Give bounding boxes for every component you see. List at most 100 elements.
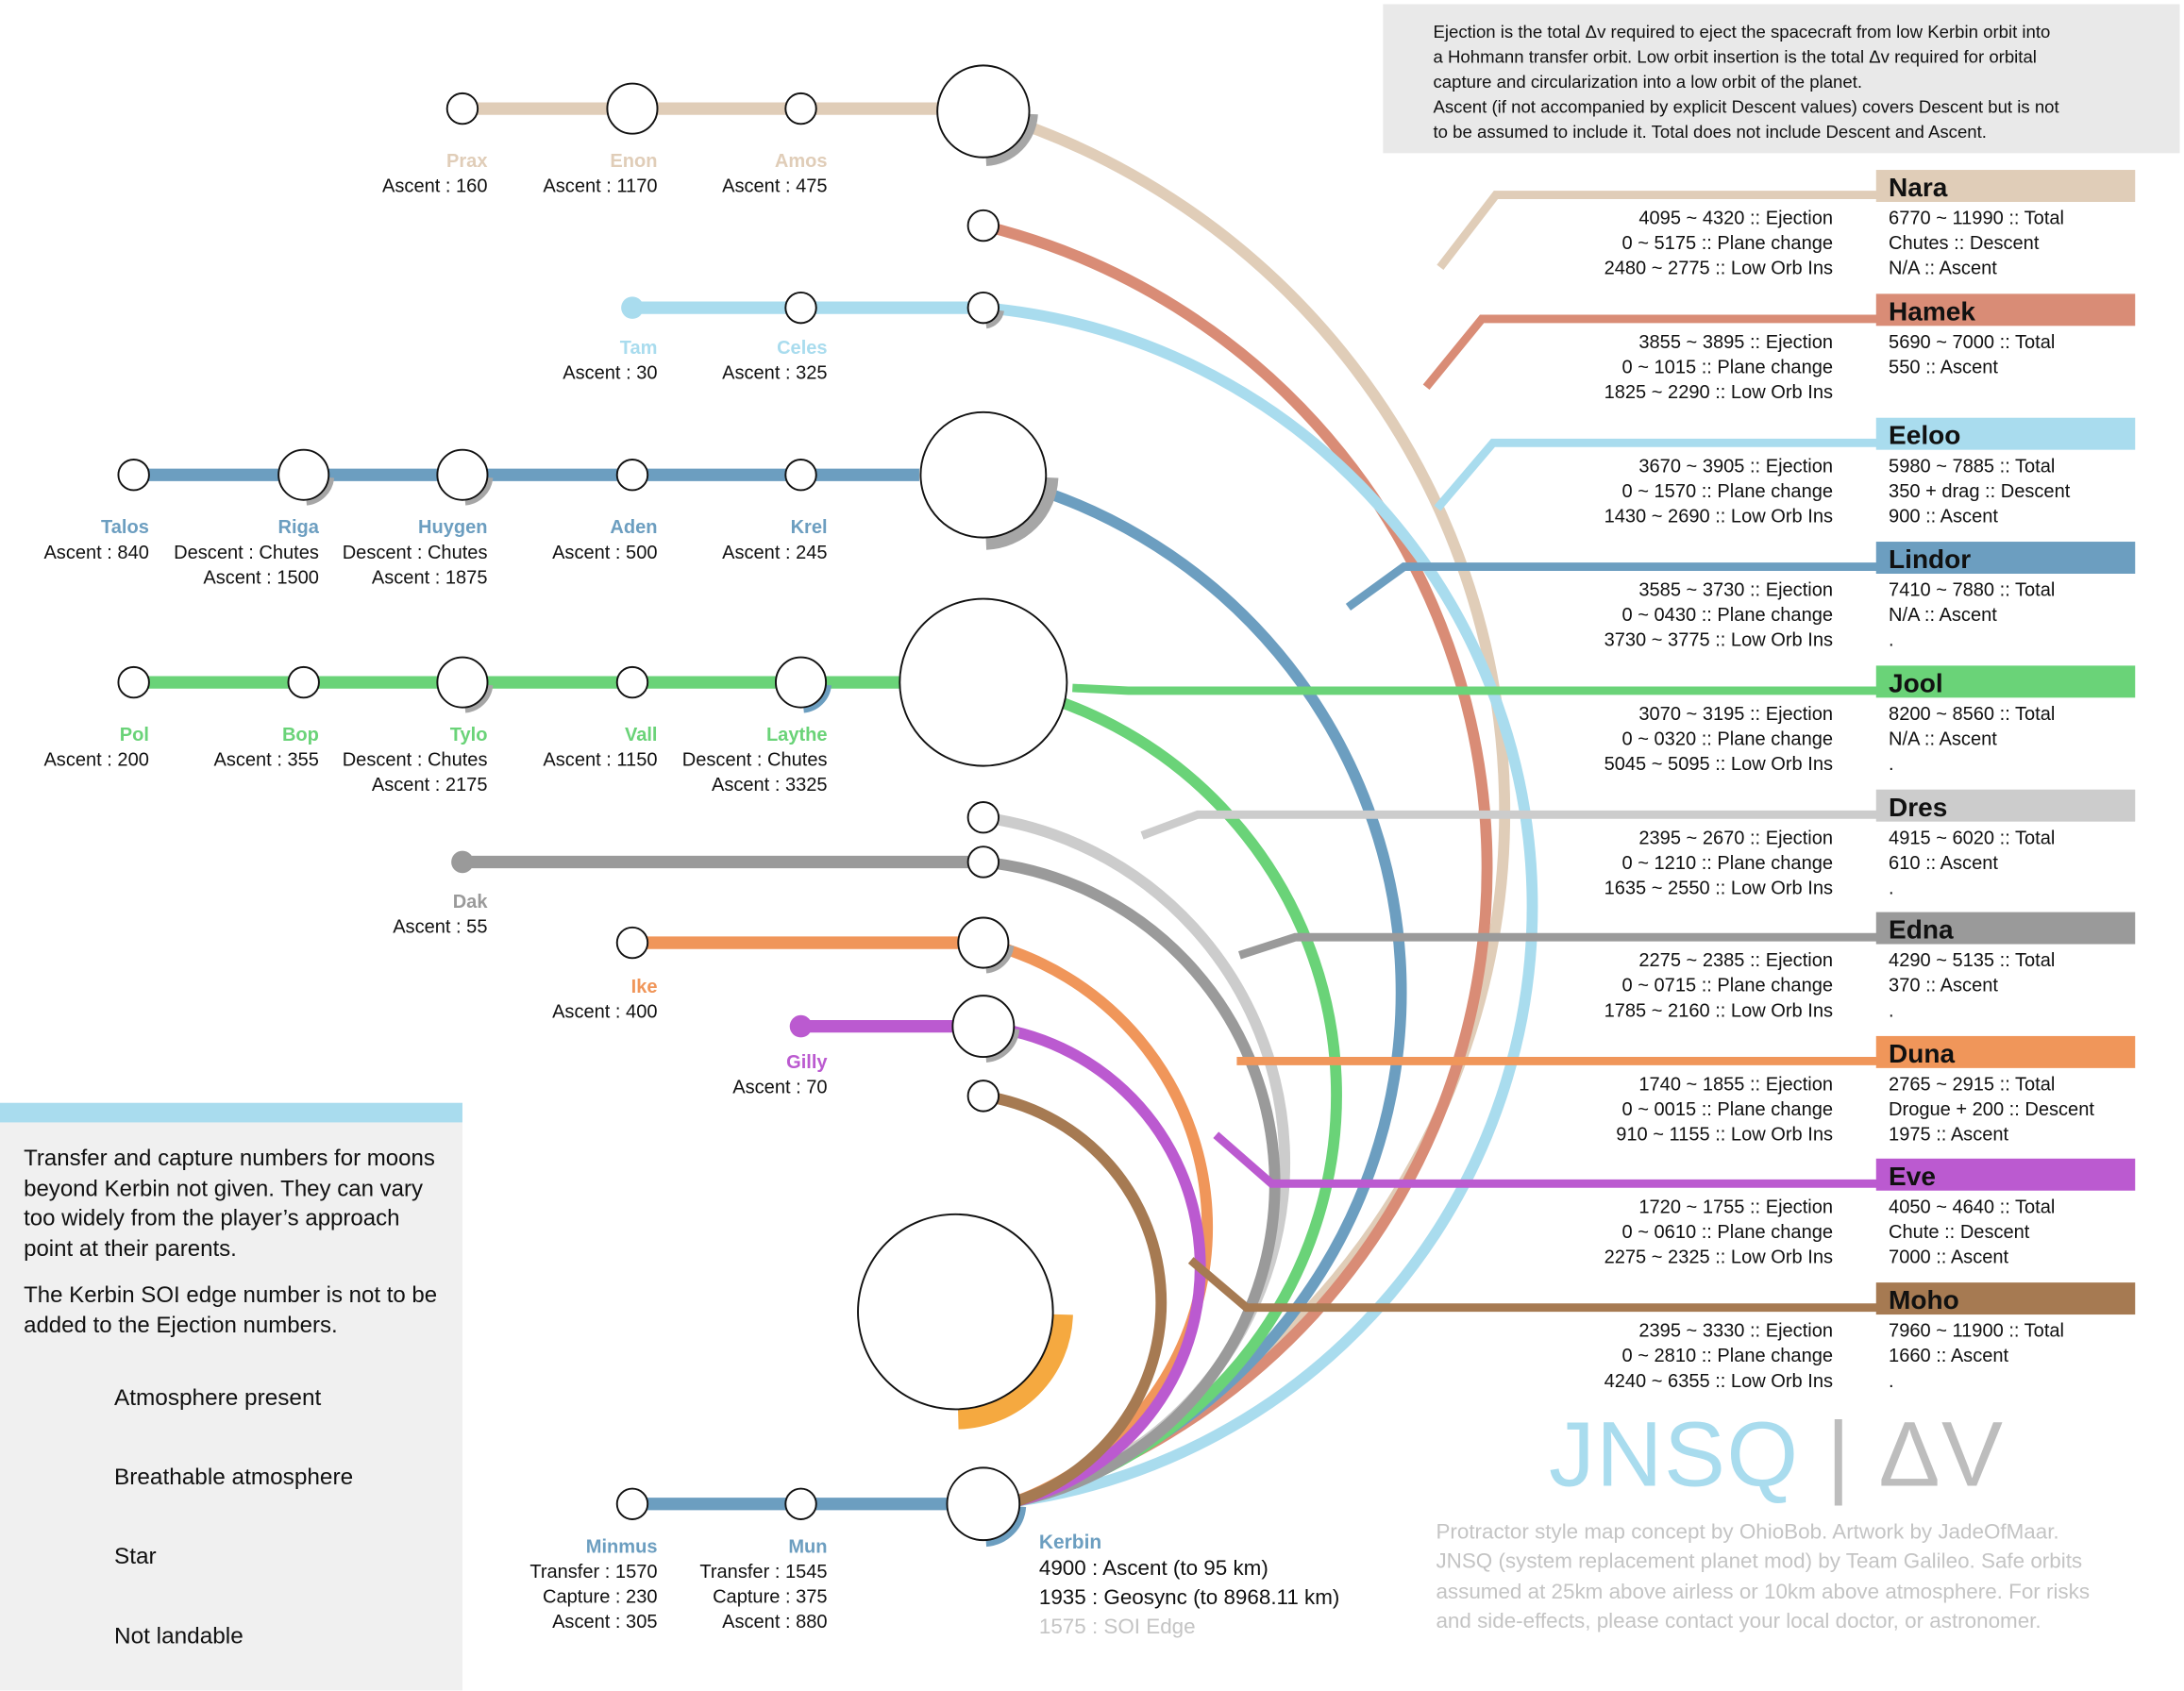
kerbin-soi: 1575 : SOI Edge bbox=[1038, 1615, 1196, 1639]
planet-moho-disc bbox=[966, 1080, 1000, 1113]
moon-vall bbox=[615, 665, 649, 699]
planet-stat-right: 900 :: Ascent bbox=[1889, 506, 1998, 527]
moon-aden-disc bbox=[615, 459, 649, 492]
planet-stat-left: 4240 ~ 6355 :: Low Orb Ins bbox=[1604, 1371, 1833, 1392]
planet-stat-left: 1635 ~ 2550 :: Low Orb Ins bbox=[1604, 878, 1833, 898]
planet-stat-left: 3585 ~ 3730 :: Ejection bbox=[1638, 580, 1833, 601]
planet-stat-left: 1720 ~ 1755 :: Ejection bbox=[1638, 1197, 1833, 1217]
planet-stat-right: N/A :: Ascent bbox=[1889, 728, 1997, 749]
moon-stat-riga: Ascent : 1500 bbox=[203, 567, 319, 588]
moon-name-bop: Bop bbox=[282, 725, 319, 745]
planet-name-moho: Moho bbox=[1889, 1285, 1959, 1314]
planet-stat-right: 2765 ~ 2915 :: Total bbox=[1889, 1074, 2055, 1095]
transfer-arc-eeloo bbox=[983, 302, 1538, 1507]
transfer-arc-edna bbox=[983, 856, 1281, 1507]
moon-mun-disc bbox=[784, 1487, 817, 1520]
planet-stat-left: 2395 ~ 2670 :: Ejection bbox=[1638, 828, 1833, 848]
bodies bbox=[27, 64, 2136, 1660]
moon-stat-tylo: Descent : Chutes bbox=[343, 750, 488, 771]
planet-edna-disc bbox=[966, 846, 1000, 879]
note-box: Ejection is the total Δv required to eje… bbox=[1383, 4, 2180, 154]
moon-amos bbox=[784, 92, 817, 126]
credits-text: Protractor style map concept by OhioBob.… bbox=[1436, 1520, 2091, 1633]
planet-stat-left: 0 ~ 0430 :: Plane change bbox=[1622, 605, 1833, 626]
planet-connector-moho bbox=[1187, 1257, 1881, 1313]
planet-name-hamek: Hamek bbox=[1889, 296, 1975, 326]
legend-label-star: Star bbox=[114, 1544, 157, 1570]
planet-edna bbox=[966, 846, 1000, 879]
planet-stat-right: Drogue + 200 :: Descent bbox=[1889, 1099, 2094, 1120]
moon-stat-bop: Ascent : 355 bbox=[213, 750, 318, 771]
moon-name-huygen: Huygen bbox=[418, 517, 488, 538]
planet-stat-left: 3070 ~ 3195 :: Ejection bbox=[1638, 704, 1833, 725]
planet-connector-eve bbox=[1213, 1131, 1881, 1188]
legend-band bbox=[0, 1102, 462, 1123]
moon-name-amos: Amos bbox=[775, 151, 828, 172]
planet-stat-right: 550 :: Ascent bbox=[1889, 357, 1998, 377]
planet-stat-left: 0 ~ 0015 :: Plane change bbox=[1622, 1099, 1833, 1120]
moon-laythe-ring bbox=[802, 684, 832, 713]
moon-tylo bbox=[436, 656, 494, 713]
moon-stat-enon: Ascent : 1170 bbox=[543, 176, 657, 197]
note-line: Ejection is the total Δv required to eje… bbox=[1433, 22, 2051, 42]
planet-stat-left: 2480 ~ 2775 :: Low Orb Ins bbox=[1604, 259, 1833, 279]
planet-name-eve: Eve bbox=[1889, 1162, 1936, 1191]
moon-stat-aden: Ascent : 500 bbox=[552, 543, 657, 563]
moon-vall-disc bbox=[615, 665, 649, 699]
planet-name-duna: Duna bbox=[1889, 1039, 1955, 1068]
moon-ike-disc bbox=[615, 926, 649, 960]
planet-connector-lindor bbox=[1345, 562, 1881, 611]
moon-stat-laythe: Ascent : 3325 bbox=[712, 775, 828, 795]
moon-laythe bbox=[775, 656, 832, 713]
moon-laythe-disc bbox=[775, 656, 828, 709]
planet-connector-nara bbox=[1436, 191, 1881, 271]
planet-stat-left: 0 ~ 5175 :: Plane change bbox=[1622, 233, 1833, 254]
legend-label-breathable: Breathable atmosphere bbox=[114, 1465, 354, 1490]
planet-stat-left: 2395 ~ 3330 :: Ejection bbox=[1638, 1321, 1833, 1342]
planet-stat-left: 0 ~ 1015 :: Plane change bbox=[1622, 357, 1833, 377]
planet-kerbin bbox=[946, 1466, 1027, 1548]
planet-connector-eeloo bbox=[1434, 438, 1881, 511]
moon-name-aden: Aden bbox=[610, 517, 657, 538]
planet-hamek-disc bbox=[966, 209, 1000, 243]
moon-celes bbox=[784, 291, 817, 325]
moon-name-celes: Celes bbox=[777, 338, 827, 359]
moon-stat-huygen: Ascent : 1875 bbox=[372, 567, 488, 588]
moon-stat-prax: Ascent : 160 bbox=[382, 176, 487, 197]
legend-label-not-landable: Not landable bbox=[114, 1623, 244, 1649]
moon-name-pol: Pol bbox=[120, 725, 149, 745]
planet-nara-ring bbox=[985, 113, 1038, 166]
moon-name-vall: Vall bbox=[625, 725, 658, 745]
moon-name-gilly: Gilly bbox=[786, 1052, 828, 1073]
moon-pol bbox=[117, 665, 150, 699]
planet-header-nara bbox=[1875, 170, 2136, 202]
moon-bop-disc bbox=[287, 665, 320, 699]
moon-huygen-disc bbox=[436, 448, 489, 501]
planet-stat-right: 350 + drag :: Descent bbox=[1889, 481, 2071, 502]
planet-header-eeloo bbox=[1875, 417, 2136, 450]
moon-riga-disc bbox=[277, 448, 330, 501]
planet-eve-disc bbox=[951, 995, 1016, 1059]
brand-dv: ΔV bbox=[1878, 1402, 2005, 1506]
moon-krel-disc bbox=[784, 459, 817, 492]
planet-stat-left: 2275 ~ 2325 :: Low Orb Ins bbox=[1604, 1247, 1833, 1267]
planet-duna bbox=[957, 916, 1015, 974]
planet-stat-left: 2275 ~ 2385 :: Ejection bbox=[1638, 950, 1833, 971]
planet-stat-left: 5045 ~ 5095 :: Low Orb Ins bbox=[1604, 754, 1833, 775]
moon-name-laythe: Laythe bbox=[766, 725, 828, 745]
moon-aden bbox=[615, 459, 649, 492]
moon-ike bbox=[615, 926, 649, 960]
planet-stat-right: 1975 :: Ascent bbox=[1889, 1125, 2008, 1146]
note-line: to be assumed to include it. Total does … bbox=[1433, 122, 1987, 142]
planet-lindor-ring bbox=[985, 477, 1059, 550]
moon-minmus bbox=[615, 1487, 649, 1520]
planet-stat-left: 0 ~ 1210 :: Plane change bbox=[1622, 853, 1833, 874]
moon-talos-disc bbox=[117, 459, 150, 492]
moon-name-krel: Krel bbox=[791, 517, 828, 538]
planet-eve-ring bbox=[985, 1029, 1020, 1063]
moon-krel bbox=[784, 459, 817, 492]
planet-header-edna bbox=[1875, 912, 2136, 945]
planet-stat-left: 910 ~ 1155 :: Low Orb Ins bbox=[1616, 1125, 1833, 1146]
planet-stat-left: 1740 ~ 1855 :: Ejection bbox=[1638, 1074, 1833, 1095]
moon-stat-ike: Ascent : 400 bbox=[552, 1002, 657, 1023]
